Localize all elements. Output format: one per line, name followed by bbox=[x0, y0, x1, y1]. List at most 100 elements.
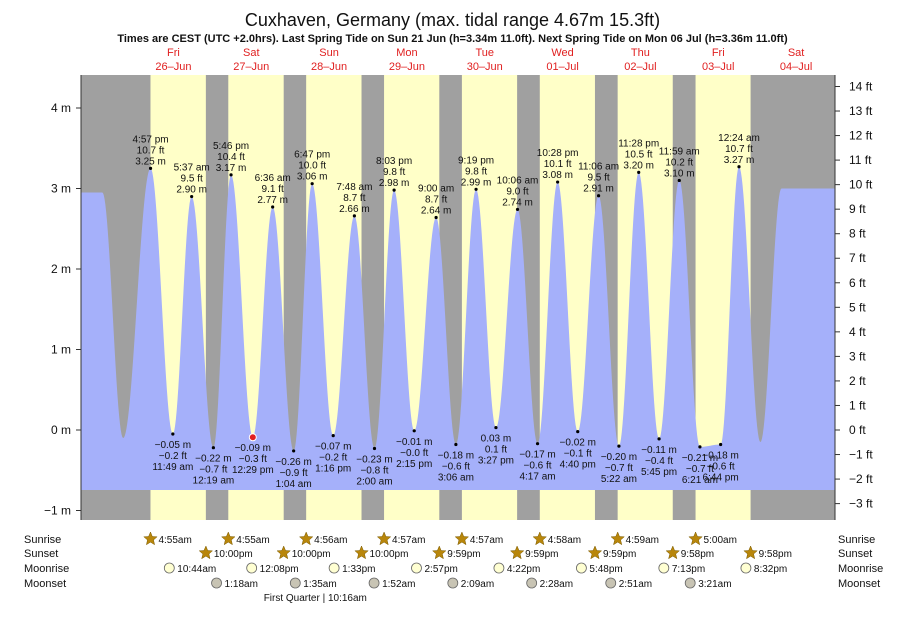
high-tide-time: 9:00 am bbox=[418, 183, 454, 194]
high-tide-metres: 3.10 m bbox=[664, 168, 695, 179]
day-name: Mon bbox=[396, 47, 417, 59]
high-tide-feet: 10.4 ft bbox=[217, 152, 245, 163]
low-tide-metres: −0.05 m bbox=[155, 440, 191, 451]
moonrise-time: 12:08pm bbox=[260, 564, 299, 575]
low-tide-feet: −0.6 ft bbox=[524, 461, 552, 472]
day-name: Tue bbox=[475, 47, 494, 59]
low-tide-metres: −0.11 m bbox=[641, 445, 677, 456]
sun-star-icon bbox=[454, 531, 470, 546]
day-name: Sat bbox=[243, 47, 260, 59]
sun-star-icon bbox=[610, 531, 625, 546]
sun-star-icon bbox=[376, 531, 392, 546]
high-tide-feet: 8.7 ft bbox=[343, 193, 365, 204]
moonset-time: 1:35am bbox=[303, 579, 336, 590]
high-tide-feet: 9.8 ft bbox=[465, 166, 487, 177]
moonset-icon bbox=[526, 577, 538, 589]
high-tide-metres: 2.90 m bbox=[176, 185, 207, 196]
high-tide-metres: 2.98 m bbox=[379, 178, 410, 189]
high-tide-point bbox=[352, 214, 356, 218]
high-tide-feet: 10.5 ft bbox=[625, 149, 653, 160]
high-tide-metres: 2.77 m bbox=[257, 195, 288, 206]
high-tide-time: 11:06 am bbox=[578, 162, 619, 173]
right-tick-label: 9 ft bbox=[849, 202, 866, 216]
sunset-time: 9:58pm bbox=[759, 549, 792, 560]
day-name: Sat bbox=[788, 47, 805, 59]
moonset-time: 1:18am bbox=[225, 579, 258, 590]
sunset-time: 9:59pm bbox=[525, 549, 558, 560]
right-tick-label: 1 ft bbox=[849, 398, 866, 412]
low-tide-feet: −0.6 ft bbox=[442, 461, 470, 472]
moonset-time: 2:28am bbox=[540, 579, 573, 590]
right-tick-label: −2 ft bbox=[849, 472, 873, 486]
moonset-time: 2:09am bbox=[461, 579, 494, 590]
day-date: 30–Jun bbox=[467, 61, 503, 73]
moonrise-time: 7:13pm bbox=[672, 564, 705, 575]
moonrise-icon bbox=[246, 562, 258, 574]
moonrise-time: 8:32pm bbox=[754, 564, 787, 575]
high-tide-point bbox=[677, 178, 681, 183]
high-tide-feet: 9.8 ft bbox=[383, 167, 405, 178]
left-tick-label: 4 m bbox=[51, 101, 71, 115]
day-date: 04–Jul bbox=[780, 61, 812, 73]
tide-area bbox=[81, 166, 835, 491]
day-name: Fri bbox=[712, 47, 725, 59]
sunset-time: 9:58pm bbox=[681, 549, 714, 560]
right-tick-label: 0 ft bbox=[849, 423, 866, 437]
low-tide-metres: −0.17 m bbox=[519, 450, 555, 461]
low-tide-point bbox=[454, 442, 458, 447]
high-tide-metres: 3.08 m bbox=[542, 170, 573, 181]
low-tide-time: 1:04 am bbox=[276, 479, 312, 490]
low-tide-time: 5:22 am bbox=[601, 474, 637, 485]
day-date: 03–Jul bbox=[702, 61, 734, 73]
moonrise-icon bbox=[411, 562, 422, 574]
low-tide-feet: −0.1 ft bbox=[564, 449, 592, 460]
low-tide-metres: −0.18 m bbox=[702, 450, 738, 461]
high-tide-metres: 2.74 m bbox=[502, 197, 533, 208]
low-tide-metres: −0.26 m bbox=[275, 457, 311, 468]
moonrise-time: 1:33pm bbox=[342, 564, 375, 575]
moonrise-icon bbox=[163, 562, 175, 574]
sun-star-icon bbox=[354, 545, 369, 560]
sun-star-icon bbox=[276, 545, 291, 560]
low-tide-feet: −0.7 ft bbox=[686, 464, 714, 475]
low-tide-point bbox=[171, 432, 175, 436]
low-tide-time: 2:00 am bbox=[356, 477, 392, 488]
sun-star-icon bbox=[532, 531, 548, 546]
right-tick-label: 2 ft bbox=[849, 374, 866, 388]
sunrise-time: 4:55am bbox=[158, 535, 191, 546]
moonrise-icon bbox=[575, 562, 587, 574]
low-tide-feet: 0.1 ft bbox=[485, 445, 507, 456]
day-date: 29–Jun bbox=[389, 61, 425, 73]
high-tide-feet: 10.1 ft bbox=[544, 159, 572, 170]
left-tick-label: 0 m bbox=[51, 423, 71, 437]
low-tide-feet: −0.6 ft bbox=[707, 461, 735, 472]
moonrise-row-label: Moonrise bbox=[24, 563, 69, 575]
tide-curve bbox=[81, 166, 835, 491]
right-tick-label: 14 ft bbox=[849, 79, 873, 93]
sun-star-icon bbox=[431, 545, 447, 560]
high-tide-feet: 8.7 ft bbox=[425, 194, 447, 205]
left-tick-label: 2 m bbox=[51, 262, 71, 276]
high-tide-time: 9:19 pm bbox=[458, 155, 494, 166]
low-tide-feet: −0.8 ft bbox=[360, 466, 388, 477]
high-tide-time: 11:28 pm bbox=[618, 138, 659, 149]
low-tide-feet: −0.7 ft bbox=[605, 463, 633, 474]
low-tide-feet: −0.7 ft bbox=[199, 465, 227, 476]
low-tide-feet: −0.2 ft bbox=[159, 451, 187, 462]
sunset-time: 9:59pm bbox=[447, 549, 480, 560]
sun-star-icon bbox=[198, 545, 214, 560]
low-tide-point bbox=[494, 425, 498, 430]
high-tide-metres: 3.25 m bbox=[135, 156, 166, 167]
right-tick-label: 10 ft bbox=[849, 178, 873, 192]
sunrise-row-label: Sunrise bbox=[24, 534, 61, 546]
left-tick-label: 3 m bbox=[51, 182, 71, 196]
moonrise-time: 5:48pm bbox=[589, 564, 622, 575]
current-time-marker bbox=[248, 433, 257, 442]
high-tide-point bbox=[515, 207, 520, 212]
low-tide-point bbox=[372, 446, 377, 451]
low-tide-point bbox=[535, 442, 540, 446]
low-tide-point bbox=[657, 437, 661, 441]
moonrise-time: 10:44am bbox=[177, 564, 216, 575]
sun-star-icon bbox=[688, 531, 703, 546]
